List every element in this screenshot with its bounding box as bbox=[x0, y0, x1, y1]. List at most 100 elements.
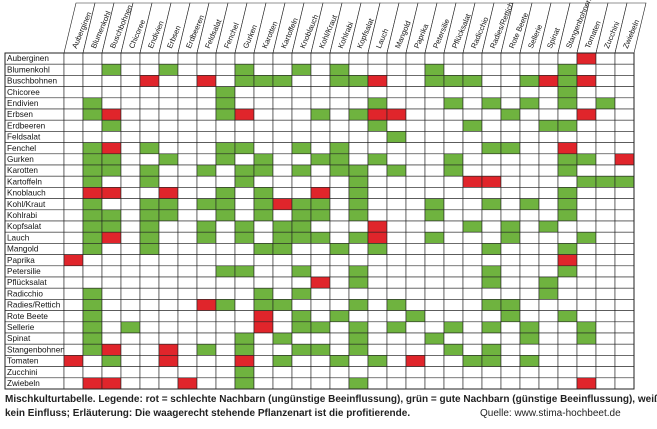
matrix-cell-good bbox=[310, 231, 331, 244]
matrix-cell-neutral bbox=[310, 310, 331, 323]
matrix-cell-neutral bbox=[424, 243, 445, 255]
matrix-cell-neutral bbox=[234, 198, 255, 211]
matrix-cell-neutral bbox=[462, 97, 483, 110]
matrix-cell-good bbox=[215, 142, 236, 155]
matrix-cell-neutral bbox=[462, 299, 483, 311]
matrix-cell-neutral bbox=[386, 187, 407, 199]
matrix-cell-neutral bbox=[63, 198, 84, 211]
matrix-cell-neutral bbox=[139, 377, 160, 390]
matrix-cell-bad bbox=[405, 355, 426, 367]
matrix-cell-neutral bbox=[519, 142, 540, 155]
matrix-cell-neutral bbox=[519, 377, 540, 390]
matrix-cell-neutral bbox=[405, 231, 426, 244]
matrix-cell-neutral bbox=[405, 299, 426, 311]
matrix-cell-neutral bbox=[519, 254, 540, 267]
matrix-cell-neutral bbox=[234, 243, 255, 255]
matrix-cell-neutral bbox=[272, 97, 293, 110]
matrix-cell-good bbox=[348, 276, 369, 289]
matrix-cell-neutral bbox=[519, 63, 540, 76]
matrix-cell-neutral bbox=[291, 97, 312, 110]
matrix-cell-neutral bbox=[481, 366, 502, 379]
matrix-cell-neutral bbox=[120, 332, 141, 345]
matrix-cell-neutral bbox=[158, 86, 179, 99]
matrix-cell-good bbox=[291, 220, 312, 233]
matrix-cell-neutral bbox=[120, 254, 141, 267]
matrix-cell-neutral bbox=[101, 86, 122, 99]
matrix-cell-neutral bbox=[158, 299, 179, 311]
matrix-cell-good bbox=[329, 63, 350, 76]
matrix-cell-neutral bbox=[139, 52, 160, 65]
matrix-cell-neutral bbox=[63, 164, 84, 177]
matrix-cell-neutral bbox=[63, 243, 84, 255]
matrix-cell-neutral bbox=[519, 366, 540, 379]
matrix-cell-neutral bbox=[481, 63, 502, 76]
matrix-cell-neutral bbox=[177, 164, 198, 177]
matrix-cell-bad bbox=[196, 75, 217, 87]
matrix-cell-neutral bbox=[519, 343, 540, 356]
row-label: Radicchio bbox=[7, 289, 43, 298]
matrix-cell-good bbox=[595, 175, 616, 188]
matrix-cell-neutral bbox=[614, 187, 635, 199]
matrix-cell-neutral bbox=[158, 75, 179, 87]
matrix-cell-bad bbox=[82, 377, 103, 390]
matrix-cell-neutral bbox=[500, 377, 521, 390]
matrix-cell-good bbox=[291, 321, 312, 334]
matrix-cell-neutral bbox=[310, 52, 331, 65]
matrix-cell-neutral bbox=[386, 63, 407, 76]
matrix-cell-neutral bbox=[576, 187, 597, 199]
matrix-cell-neutral bbox=[557, 366, 578, 379]
matrix-cell-neutral bbox=[405, 321, 426, 334]
matrix-cell-neutral bbox=[405, 63, 426, 76]
matrix-cell-bad bbox=[253, 321, 274, 334]
matrix-cell-neutral bbox=[557, 220, 578, 233]
matrix-cell-good bbox=[500, 108, 521, 121]
matrix-cell-good bbox=[139, 164, 160, 177]
matrix-cell-good bbox=[329, 142, 350, 155]
matrix-cell-neutral bbox=[63, 310, 84, 323]
matrix-cell-neutral bbox=[348, 142, 369, 155]
matrix-cell-neutral bbox=[576, 299, 597, 311]
matrix-cell-neutral bbox=[614, 63, 635, 76]
matrix-cell-neutral bbox=[538, 332, 559, 345]
matrix-cell-neutral bbox=[348, 243, 369, 255]
matrix-cell-neutral bbox=[291, 276, 312, 289]
matrix-cell-neutral bbox=[367, 265, 388, 278]
matrix-cell-neutral bbox=[462, 287, 483, 300]
matrix-cell-good bbox=[82, 142, 103, 155]
matrix-cell-neutral bbox=[310, 131, 331, 143]
matrix-cell-neutral bbox=[101, 131, 122, 143]
matrix-cell-neutral bbox=[272, 119, 293, 132]
matrix-cell-bad bbox=[462, 175, 483, 188]
matrix-cell-good bbox=[519, 355, 540, 367]
matrix-cell-neutral bbox=[139, 97, 160, 110]
matrix-cell-neutral bbox=[576, 63, 597, 76]
matrix-cell-neutral bbox=[500, 63, 521, 76]
matrix-cell-neutral bbox=[405, 86, 426, 99]
matrix-cell-neutral bbox=[253, 343, 274, 356]
matrix-cell-good bbox=[272, 299, 293, 311]
matrix-cell-neutral bbox=[120, 343, 141, 356]
matrix-cell-neutral bbox=[386, 355, 407, 367]
matrix-cell-good bbox=[329, 75, 350, 87]
matrix-cell-neutral bbox=[253, 366, 274, 379]
matrix-cell-neutral bbox=[614, 355, 635, 367]
matrix-cell-good bbox=[557, 164, 578, 177]
matrix-cell-good bbox=[348, 175, 369, 188]
matrix-cell-neutral bbox=[443, 231, 464, 244]
matrix-cell-neutral bbox=[481, 52, 502, 65]
matrix-cell-neutral bbox=[272, 153, 293, 166]
matrix-cell-good bbox=[234, 265, 255, 278]
matrix-cell-neutral bbox=[63, 86, 84, 99]
matrix-cell-neutral bbox=[158, 164, 179, 177]
matrix-cell-neutral bbox=[253, 332, 274, 345]
matrix-cell-neutral bbox=[557, 355, 578, 367]
matrix-cell-neutral bbox=[196, 108, 217, 121]
matrix-cell-good bbox=[310, 153, 331, 166]
matrix-cell-neutral bbox=[234, 209, 255, 222]
matrix-cell-neutral bbox=[196, 332, 217, 345]
matrix-cell-neutral bbox=[158, 254, 179, 267]
matrix-cell-neutral bbox=[253, 52, 274, 65]
matrix-cell-neutral bbox=[253, 254, 274, 267]
matrix-cell-neutral bbox=[215, 52, 236, 65]
matrix-cell-good bbox=[272, 332, 293, 345]
